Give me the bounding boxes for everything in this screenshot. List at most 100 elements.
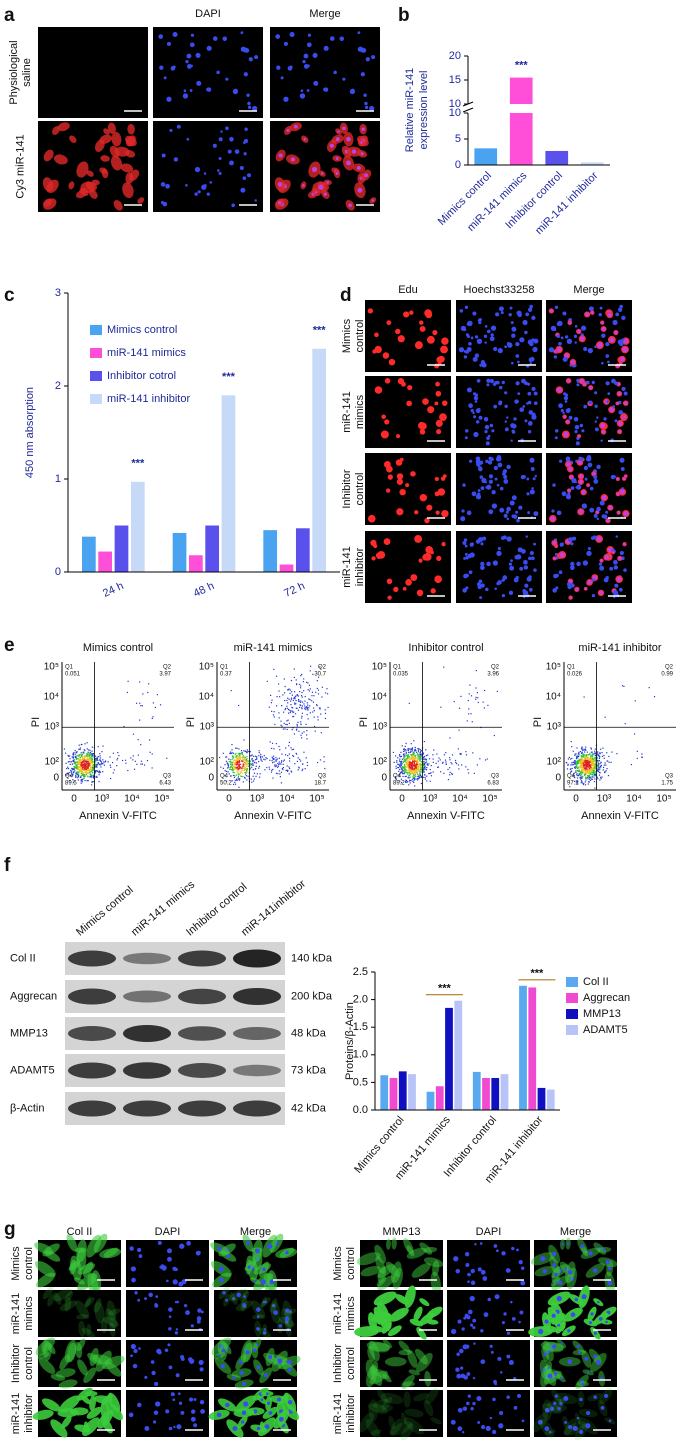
cell [358, 1412, 374, 1433]
event-dot [326, 693, 329, 695]
nucleus [201, 1310, 204, 1314]
nucleus [357, 187, 363, 193]
event-dot [159, 704, 162, 706]
nucleus [600, 423, 606, 428]
event-dot [87, 763, 89, 765]
event-dot [130, 757, 132, 759]
nucleus [222, 1291, 226, 1295]
event-dot [428, 763, 430, 765]
nucleus [256, 1327, 260, 1331]
event-dot [415, 765, 417, 767]
event-dot [402, 775, 404, 778]
event-dot [583, 761, 585, 763]
event-dot [575, 781, 577, 783]
event-dot [580, 770, 582, 773]
event-dot [230, 752, 232, 755]
quadrant-value: 97.2 [567, 781, 579, 787]
event-dot [413, 758, 415, 760]
event-dot [407, 773, 409, 775]
nucleus [307, 33, 312, 37]
nucleus [489, 1344, 493, 1348]
event-dot [227, 763, 229, 765]
nucleus [572, 536, 577, 541]
event-dot [584, 781, 586, 783]
nucleus [566, 378, 571, 383]
event-dot [253, 772, 256, 774]
event-dot [306, 713, 308, 716]
event-dot [582, 776, 584, 778]
event-dot [404, 750, 406, 752]
nucleus [600, 559, 603, 563]
event-dot [76, 762, 79, 764]
event-dot [578, 752, 580, 754]
event-dot [70, 770, 72, 772]
nucleus [377, 551, 386, 559]
event-dot [219, 756, 221, 759]
event-dot [581, 746, 583, 748]
event-dot [230, 768, 232, 771]
event-dot [82, 758, 84, 760]
event-dot [465, 766, 467, 768]
event-dot [93, 769, 95, 771]
event-dot [90, 754, 92, 756]
nucleus [529, 362, 532, 365]
event-dot [78, 755, 80, 757]
cell [93, 1395, 113, 1404]
event-dot [234, 779, 236, 781]
event-dot [590, 773, 592, 776]
event-dot [96, 758, 99, 760]
y-tick-label: 10⁵ [546, 662, 561, 673]
nucleus [558, 570, 563, 575]
event-dot [591, 761, 593, 763]
event-dot [152, 716, 154, 718]
nucleus [620, 467, 625, 471]
event-dot [293, 733, 296, 735]
event-dot [83, 762, 86, 764]
event-dot [72, 754, 75, 756]
event-dot [292, 727, 294, 729]
nucleus [494, 1382, 498, 1386]
nucleus [526, 576, 532, 582]
nucleus [622, 477, 626, 481]
nucleus [287, 66, 293, 71]
event-dot [291, 706, 293, 709]
event-dot [232, 769, 234, 771]
nucleus [578, 479, 583, 484]
nucleus [240, 31, 244, 35]
event-dot [89, 754, 91, 757]
event-dot [589, 767, 591, 769]
nucleus [554, 1280, 557, 1283]
event-dot [91, 766, 94, 768]
cell [74, 1342, 83, 1359]
event-dot [306, 707, 309, 709]
nucleus [587, 546, 591, 551]
event-dot [406, 749, 408, 751]
nucleus [554, 436, 558, 440]
event-dot [239, 758, 241, 760]
event-dot [414, 748, 416, 750]
cell [86, 1234, 102, 1258]
event-dot [601, 752, 603, 754]
event-dot [303, 703, 305, 705]
row-label: inhibitor [345, 1394, 357, 1433]
nucleus [401, 381, 406, 387]
nucleus [268, 1410, 273, 1415]
event-dot [407, 765, 409, 767]
nucleus [488, 509, 494, 515]
nucleus [284, 1316, 290, 1321]
event-dot [598, 774, 601, 776]
event-dot [419, 748, 421, 751]
event-dot [623, 685, 625, 687]
event-dot [595, 775, 597, 777]
event-dot [597, 761, 599, 763]
event-dot [260, 753, 262, 755]
event-dot [228, 773, 230, 775]
nucleus [623, 568, 627, 572]
event-dot [449, 759, 451, 761]
cell [385, 1261, 400, 1278]
event-dot [572, 761, 574, 763]
nucleus [502, 471, 506, 476]
event-dot [590, 777, 592, 779]
y-axis-label: Proteins/β-Actin [344, 1002, 356, 1080]
